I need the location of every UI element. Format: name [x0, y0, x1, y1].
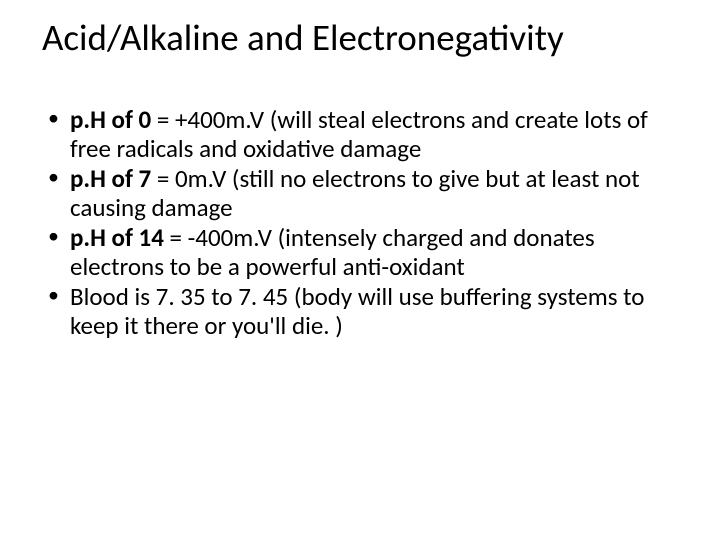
bullet-bold: p.H of 14 [70, 222, 164, 253]
list-item: p.H of 0 = +400m.V (will steal electrons… [42, 105, 670, 164]
list-item: p.H of 14 = -400m.V (intensely charged a… [42, 223, 670, 282]
bullet-bold: p.H of 7 [70, 163, 151, 194]
list-item: p.H of 7 = 0m.V (still no electrons to g… [42, 164, 670, 223]
slide-title: Acid/Alkaline and Electronegativity [42, 18, 678, 59]
bullet-text: = 0m.V (still no electrons to give but a… [70, 163, 640, 224]
bullet-text: Blood is 7. 35 to 7. 45 (body will use b… [70, 281, 644, 342]
bullet-list: p.H of 0 = +400m.V (will steal electrons… [42, 105, 678, 341]
bullet-bold: p.H of 0 [70, 104, 151, 135]
list-item: Blood is 7. 35 to 7. 45 (body will use b… [42, 282, 670, 341]
bullet-text: = +400m.V (will steal electrons and crea… [70, 104, 648, 165]
slide: Acid/Alkaline and Electronegativity p.H … [0, 0, 720, 540]
